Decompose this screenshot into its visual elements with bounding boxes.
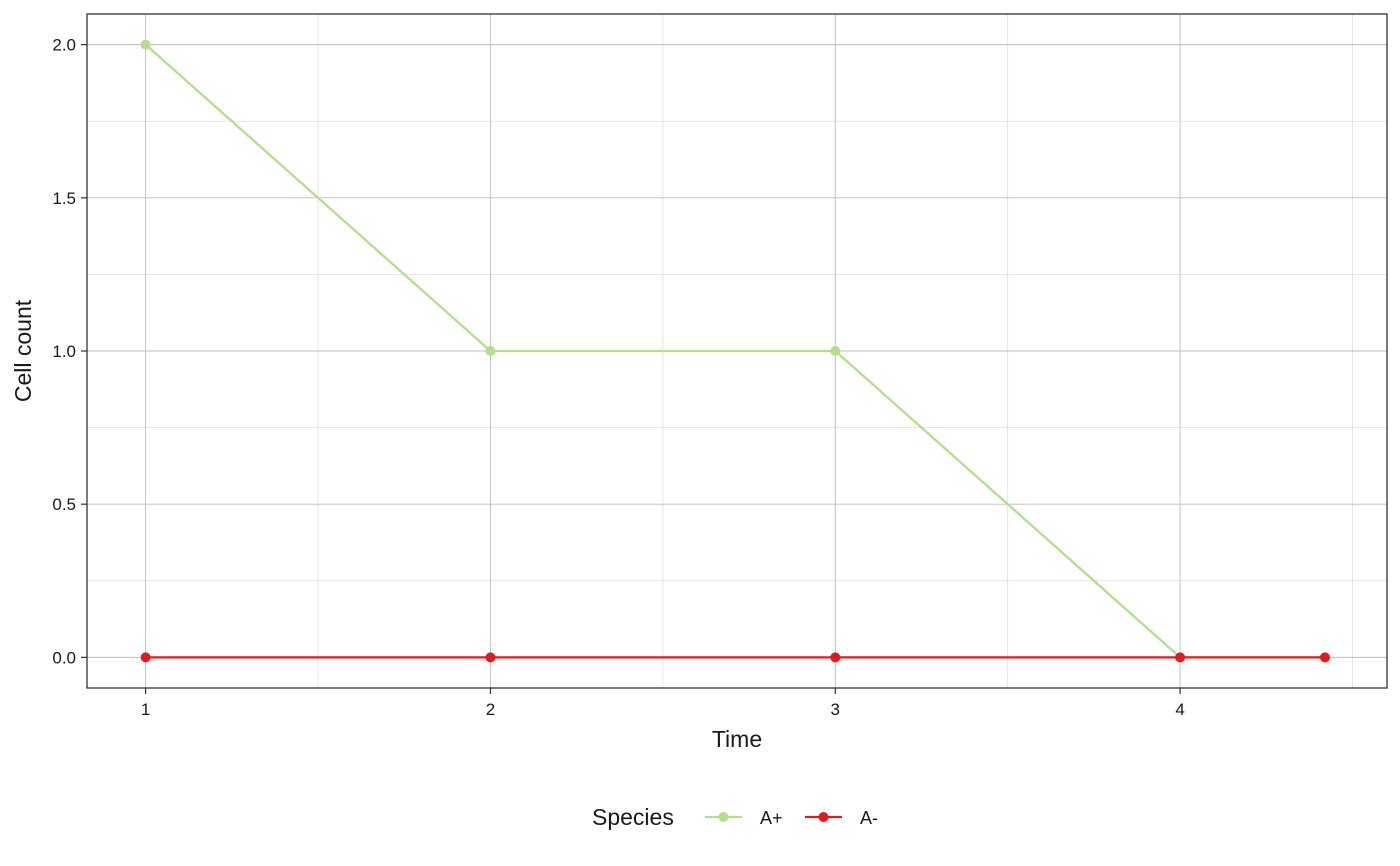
data-point [485, 346, 496, 356]
y-tick-label: 1.0 [52, 342, 76, 361]
series-A- [140, 652, 1330, 663]
y-tick-label: 0.5 [52, 495, 76, 514]
data-point [1319, 652, 1330, 663]
x-tick-label: 4 [1175, 700, 1184, 719]
legend-item: A- [805, 808, 878, 828]
legend-title: Species [592, 804, 674, 830]
x-tick-label: 1 [141, 700, 150, 719]
x-tick-label: 2 [486, 700, 495, 719]
y-tick-label: 0.0 [52, 648, 76, 667]
y-axis: 0.0 0.5 1.0 1.5 2.0 [52, 36, 87, 667]
legend-key-point [718, 812, 729, 822]
y-axis-title: Cell count [10, 299, 36, 402]
legend-label: A- [860, 808, 878, 828]
data-point [140, 39, 151, 50]
data-point [485, 652, 496, 663]
x-tick-label: 3 [831, 700, 840, 719]
legend-label: A+ [760, 808, 783, 828]
data-point [140, 652, 151, 663]
data-point [830, 652, 841, 663]
data-point [830, 346, 841, 356]
minor-gridlines [87, 14, 1387, 688]
legend-item: A+ [705, 808, 783, 828]
y-tick-label: 2.0 [52, 36, 76, 55]
y-tick-label: 1.5 [52, 189, 76, 208]
data-point [1175, 652, 1186, 663]
series-layer [140, 39, 1330, 663]
legend-key-point [818, 812, 829, 822]
x-axis: 1 2 3 4 [141, 688, 1185, 719]
x-axis-title: Time [712, 726, 762, 752]
legend: Species A+ A- [592, 804, 878, 830]
